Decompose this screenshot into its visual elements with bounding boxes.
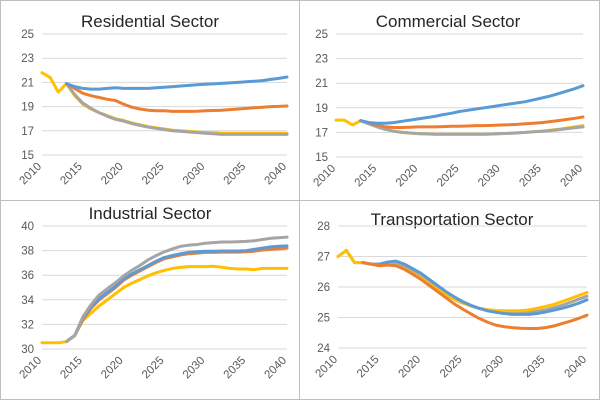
panel-title: Industrial Sector	[89, 204, 212, 223]
series-line-blue	[65, 75, 289, 91]
plot-area: 30 32 34 36 38 40 2010 2015 2020 2025 2030 2035 2040	[18, 221, 290, 381]
x-tick-label: 2020	[397, 354, 424, 381]
series-line-orange	[359, 115, 585, 129]
series-line-yellow	[40, 264, 289, 345]
x-tick-label: 2010	[18, 161, 45, 188]
x-tick-label: 2030	[476, 163, 503, 190]
x-tick-label: 2025	[438, 354, 465, 381]
x-tick-label: 2015	[58, 355, 85, 382]
y-tick-label: 21	[21, 77, 34, 89]
x-tick-label: 2040	[559, 163, 586, 190]
panel-title: Transportation Sector	[371, 210, 534, 229]
x-tick-label: 2020	[99, 161, 126, 188]
series-line-orange	[361, 261, 589, 330]
x-tick-label: 2010	[18, 355, 45, 382]
y-tick-label: 17	[315, 127, 328, 139]
x-tick-label: 2010	[312, 163, 339, 190]
plot-area: 15 17 19 21 23 25 2010 2015 2020 2025 2030 2035 2040	[18, 29, 290, 187]
x-tick-label: 2040	[263, 355, 290, 382]
x-tick-label: 2015	[58, 161, 85, 188]
x-tick-label: 2040	[563, 354, 590, 381]
x-tick-label: 2035	[222, 161, 249, 188]
x-tick-label: 2020	[394, 163, 421, 190]
panel-title: Commercial Sector	[376, 12, 521, 31]
y-tick-label: 23	[21, 53, 34, 65]
series-line-gray	[65, 235, 289, 344]
x-tick-label: 2015	[353, 163, 380, 190]
x-tick-label: 2020	[99, 355, 126, 382]
plot-area: 15 17 19 21 23 25 2010 2015 2020 2025 2030 2035 2040	[312, 29, 586, 189]
panel-title: Residential Sector	[81, 12, 219, 31]
y-tick-label: 28	[317, 221, 330, 233]
y-tick-label: 34	[21, 295, 34, 307]
y-tick-label: 40	[21, 221, 34, 233]
series-line-blue	[65, 244, 289, 344]
y-tick-label: 21	[315, 78, 328, 90]
y-tick-label: 15	[315, 152, 328, 164]
industrial-sector-panel: Industrial Sector 30 32 34 36 38 40 2010 2015 20…	[0, 200, 300, 400]
x-tick-label: 2025	[435, 163, 462, 190]
y-tick-label: 19	[21, 102, 34, 114]
residential-sector-chart: Residential Sector 15 17 19 21 23 25 2010 2015 2…	[18, 12, 290, 187]
commercial-sector-panel: Commercial Sector 15 17 19 21 23 25 2010 2015 20…	[300, 0, 600, 200]
y-tick-label: 26	[317, 282, 330, 294]
y-tick-label: 36	[21, 270, 34, 282]
y-tick-label: 19	[315, 103, 328, 115]
plot-area: 24 25 26 27 28 2010 2015 2020 2025 2030 2035 2040	[314, 221, 590, 380]
y-tick-label: 17	[21, 126, 34, 138]
transportation-sector-panel: Transportation Sector 24 25 26 27 28 2010 2015…	[300, 200, 600, 400]
y-tick-label: 15	[21, 150, 34, 162]
series-line-orange	[65, 82, 289, 113]
industrial-sector-chart: Industrial Sector 30 32 34 36 38 40 2010 2015 20…	[18, 204, 290, 381]
commercial-sector-chart: Commercial Sector 15 17 19 21 23 25 2010 2015 20…	[312, 12, 586, 189]
x-tick-label: 2030	[181, 161, 208, 188]
series-line-blue	[359, 84, 585, 125]
x-tick-label: 2035	[222, 355, 249, 382]
series-line-gray	[65, 82, 289, 136]
x-tick-label: 2025	[140, 355, 167, 382]
x-tick-label: 2040	[263, 161, 290, 188]
y-tick-label: 23	[315, 54, 328, 66]
residential-sector-panel: Residential Sector 15 17 19 21 23 25 2010 2015 2…	[0, 0, 300, 200]
x-tick-label: 2030	[480, 354, 507, 381]
x-tick-label: 2035	[521, 354, 548, 381]
y-tick-label: 38	[21, 246, 34, 258]
y-tick-label: 25	[315, 29, 328, 41]
x-tick-label: 2030	[181, 355, 208, 382]
y-tick-label: 24	[317, 343, 330, 355]
x-tick-label: 2035	[517, 163, 544, 190]
y-tick-label: 27	[317, 252, 330, 264]
x-tick-label: 2010	[314, 354, 341, 381]
y-tick-label: 30	[21, 344, 34, 356]
y-tick-label: 32	[21, 319, 34, 331]
series-line-blue	[361, 259, 589, 316]
transportation-sector-chart: Transportation Sector 24 25 26 27 28 2010 2015…	[314, 210, 590, 380]
x-tick-label: 2015	[355, 354, 382, 381]
series-line-gray	[359, 119, 585, 136]
y-tick-label: 25	[317, 313, 330, 325]
x-tick-label: 2025	[140, 161, 167, 188]
y-tick-label: 25	[21, 29, 34, 41]
